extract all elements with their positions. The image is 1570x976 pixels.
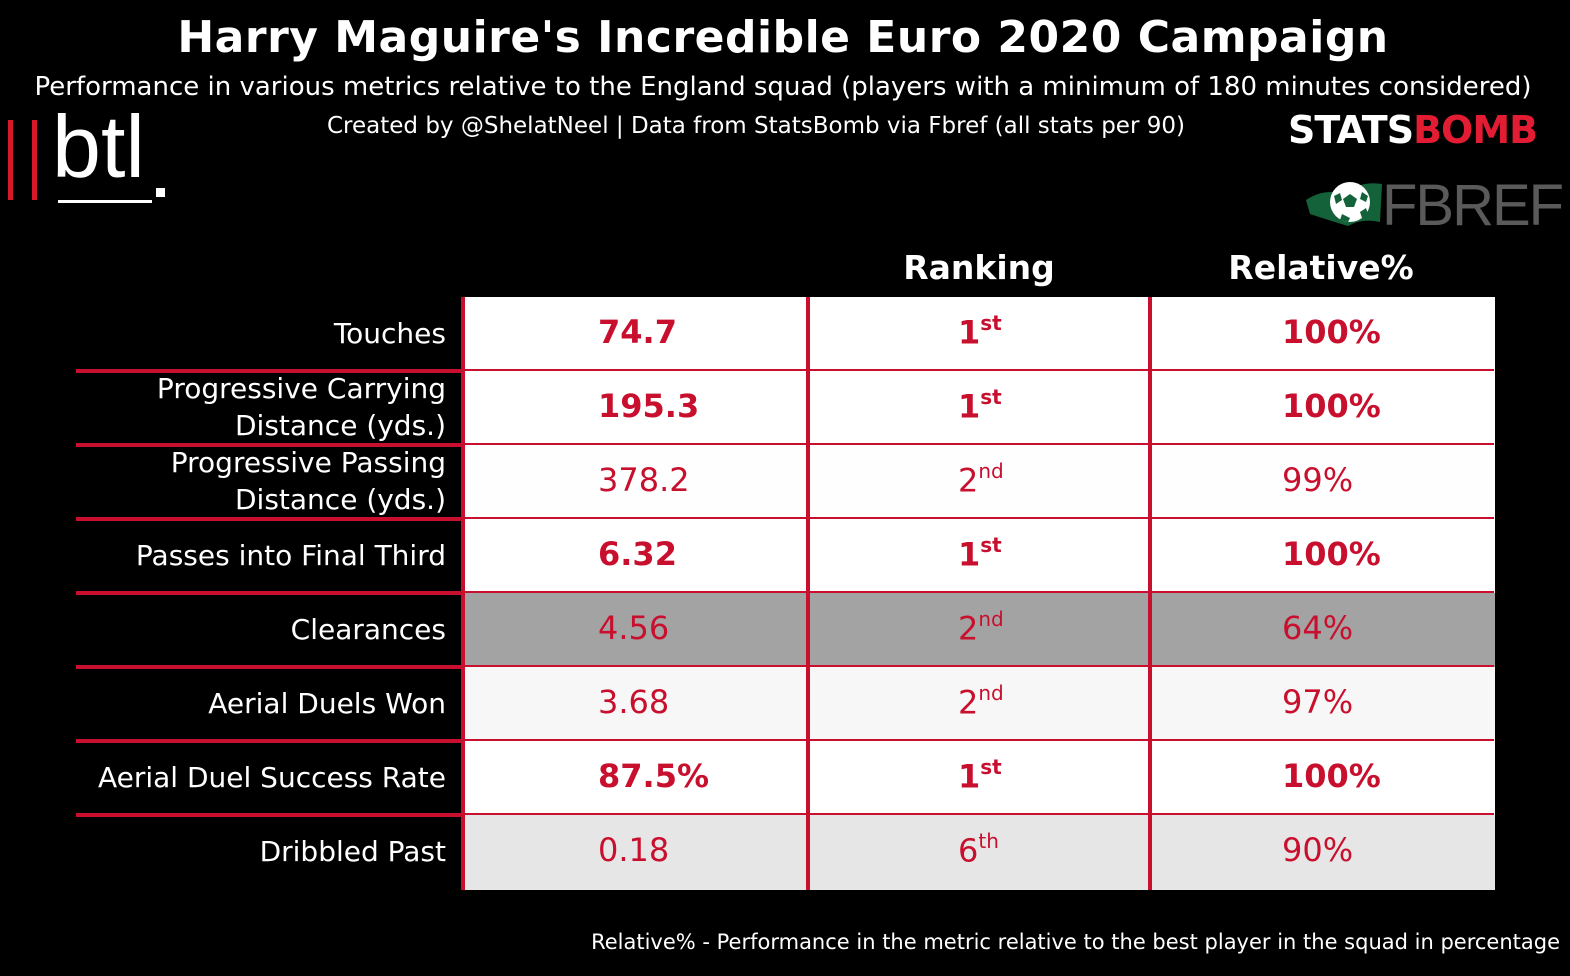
column-separator [806, 297, 810, 890]
table-cell-bg [808, 519, 1150, 593]
table-cell-bg [808, 445, 1150, 519]
statsbomb-logo: STATSBOMB [1288, 108, 1538, 152]
rank-cell: 1st [958, 311, 1002, 352]
column-header-relative: Relative% [1228, 248, 1414, 287]
row-label: Progressive Carrying Distance (yds.) [156, 372, 446, 442]
table-cell-bg [463, 519, 808, 593]
rank-cell: 2nd [958, 607, 1004, 648]
table-cell-bg [1150, 815, 1495, 890]
fbref-logo: FBREF [1304, 173, 1564, 238]
relative-cell: 90% [1282, 831, 1354, 869]
row-label: Aerial Duel Success Rate [97, 760, 446, 794]
table-cell-bg [1150, 593, 1495, 667]
relative-cell: 97% [1282, 683, 1354, 721]
row-label: Dribbled Past [259, 834, 446, 868]
table-cell-bg [463, 445, 808, 519]
rank-cell: 1st [958, 533, 1002, 574]
btl-logo-text: btl [52, 97, 145, 196]
value-cell: 0.18 [598, 831, 670, 869]
table-cell-bg [1150, 519, 1495, 593]
value-cell: 87.5% [598, 757, 710, 795]
rank-cell: 1st [958, 755, 1002, 796]
relative-cell: 99% [1282, 461, 1354, 499]
table-cell-bg [1150, 297, 1495, 371]
fbref-ball-icon [1306, 182, 1382, 226]
column-separator [1148, 297, 1152, 890]
table-cell-bg [1150, 741, 1495, 815]
table-cell-bg [1150, 445, 1495, 519]
table-cell-bg [808, 593, 1150, 667]
table-cell-bg [808, 741, 1150, 815]
chart-title: Harry Maguire's Incredible Euro 2020 Cam… [177, 12, 1389, 63]
relative-cell: 100% [1282, 757, 1381, 795]
column-header-ranking: Ranking [903, 248, 1055, 287]
footnote: Relative% - Performance in the metric re… [591, 930, 1560, 954]
btl-logo: btl [8, 97, 178, 208]
value-cell: 4.56 [598, 609, 670, 647]
table-cell-bg [808, 667, 1150, 741]
fbref-logo-text: FBREF [1382, 173, 1564, 238]
relative-cell: 64% [1282, 609, 1354, 647]
table-cell-bg [463, 297, 808, 371]
value-cell: 195.3 [598, 387, 700, 425]
value-cell: 74.7 [598, 313, 677, 351]
value-cell: 3.68 [598, 683, 670, 721]
relative-cell: 100% [1282, 535, 1381, 573]
table-cell-bg [463, 371, 808, 445]
table-cell-bg [463, 741, 808, 815]
row-label: Aerial Duels Won [208, 686, 446, 720]
rank-cell: 6th [958, 829, 999, 870]
table-cell-bg [808, 815, 1150, 890]
row-label: Progressive Passing Distance (yds.) [170, 446, 446, 516]
table-cell-bg [808, 297, 1150, 371]
value-cell: 6.32 [598, 535, 677, 573]
credit-line: Created by @ShelatNeel | Data from Stats… [327, 113, 1185, 139]
table-cell-bg [463, 815, 808, 890]
rank-cell: 1st [958, 385, 1002, 426]
table-cell-bg [463, 667, 808, 741]
value-cell: 378.2 [598, 461, 690, 499]
table-cell-bg [808, 371, 1150, 445]
relative-cell: 100% [1282, 313, 1381, 351]
chart-subtitle: Performance in various metrics relative … [34, 72, 1532, 102]
row-label: Touches [333, 316, 446, 350]
column-separator [461, 297, 465, 890]
table-cell-bg [1150, 667, 1495, 741]
table-cell-bg [463, 593, 808, 667]
relative-cell: 100% [1282, 387, 1381, 425]
rank-cell: 2nd [958, 681, 1004, 722]
table-cell-bg [1150, 371, 1495, 445]
rank-cell: 2nd [958, 459, 1004, 500]
row-label: Clearances [290, 612, 446, 646]
row-label: Passes into Final Third [135, 538, 446, 572]
